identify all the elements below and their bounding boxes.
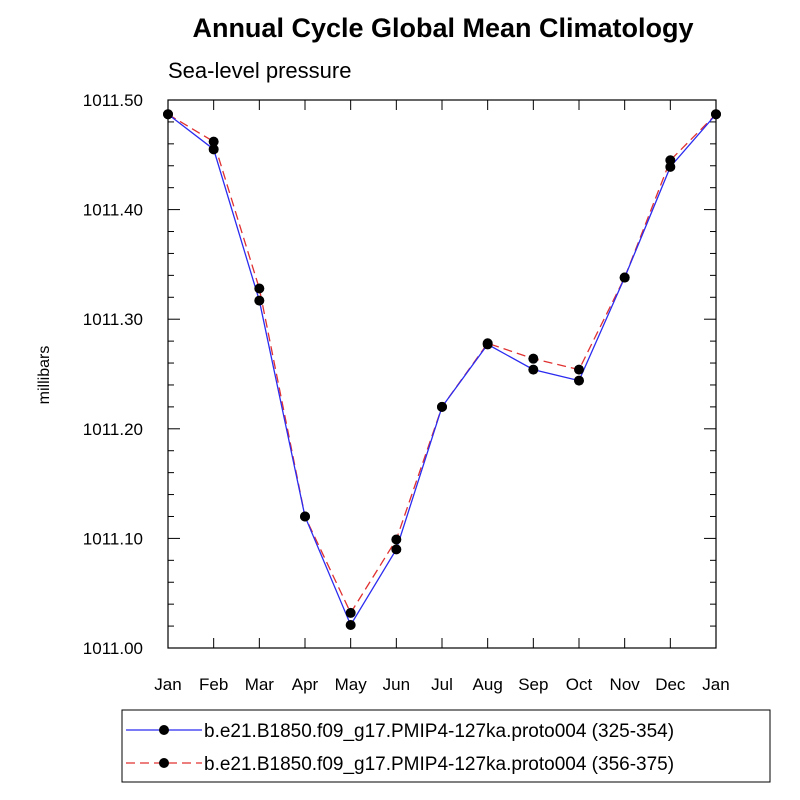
series-2-point <box>665 155 676 166</box>
x-tick-label: Oct <box>566 675 593 694</box>
series-1-point <box>345 619 356 630</box>
legend-marker-1 <box>159 725 169 735</box>
x-tick-label: Feb <box>199 675 228 694</box>
series-2-point <box>574 364 584 375</box>
y-tick-label: 1011.20 <box>83 420 143 439</box>
chart-subtitle: Sea-level pressure <box>168 58 351 83</box>
x-tick-label: Jan <box>702 675 729 694</box>
x-tick-label: Dec <box>655 675 686 694</box>
plot-frame <box>167 99 717 649</box>
legend-box <box>121 709 771 783</box>
y-tick-label: 1011.10 <box>83 529 143 548</box>
series-1-point <box>574 375 584 386</box>
y-axis-label: millibars <box>36 346 53 405</box>
series-1-point <box>254 295 265 306</box>
series-2-point <box>619 272 630 283</box>
x-tick-label: Jul <box>431 675 453 694</box>
y-tick-label: 1011.50 <box>83 91 143 110</box>
series-2-point <box>391 534 402 545</box>
x-tick-label: Sep <box>518 675 548 694</box>
x-tick-label: Nov <box>610 675 641 694</box>
x-tick-label: Jun <box>383 675 410 694</box>
chart-title: Annual Cycle Global Mean Climatology <box>192 13 693 43</box>
series-line-1 <box>167 113 717 627</box>
series-1-point <box>391 544 402 555</box>
series-2-point <box>711 109 721 120</box>
x-tick-label: May <box>335 675 368 694</box>
x-tick-label: Mar <box>245 675 275 694</box>
series-2-point <box>208 136 219 147</box>
series-2-point <box>528 353 539 364</box>
series-2-point <box>345 607 356 618</box>
y-tick-label: 1011.30 <box>83 310 143 329</box>
series-2-point <box>254 283 265 294</box>
series-2-point <box>163 109 173 120</box>
series-2-point <box>437 401 447 412</box>
series-2-point <box>482 338 493 349</box>
legend-marker-2 <box>159 758 169 768</box>
legend-label-1: b.e21.B1850.f09_g17.PMIP4-127ka.proto004… <box>204 721 674 742</box>
series-line-2 <box>167 113 717 615</box>
x-tick-label: Jan <box>154 675 181 694</box>
series-1-point <box>528 364 539 375</box>
x-tick-label: Aug <box>473 675 503 694</box>
y-tick-label: 1011.00 <box>83 639 143 658</box>
y-tick-label: 1011.40 <box>83 201 143 220</box>
x-tick-label: Apr <box>292 675 319 694</box>
series-1-point <box>208 144 219 155</box>
series-2-point <box>300 511 310 522</box>
legend-label-2: b.e21.B1850.f09_g17.PMIP4-127ka.proto004… <box>204 754 674 775</box>
